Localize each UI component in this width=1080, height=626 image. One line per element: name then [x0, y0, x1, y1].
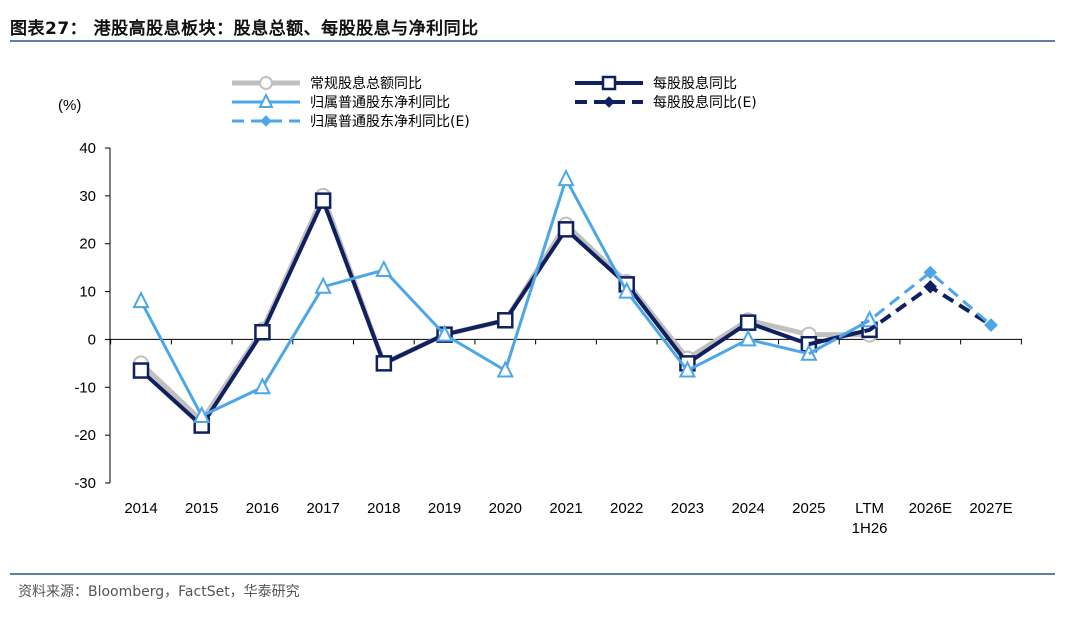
series-line — [139, 177, 871, 418]
y-tick-label: -10 — [74, 379, 96, 396]
data-point-square — [557, 221, 575, 238]
data-point-square — [254, 324, 271, 341]
data-point-triangle — [132, 290, 150, 309]
legend-label: 每股股息同比 — [653, 75, 737, 92]
legend-item-4: 归属普通股东净利同比(E) — [232, 113, 470, 130]
x-tick-label: 2020 — [489, 500, 522, 517]
y-axis: -30 -20 -10 0 10 20 30 40 — [74, 140, 111, 492]
series-line — [139, 193, 870, 424]
x-tick-label: 2026E — [909, 500, 952, 517]
x-tick-label: 2018 — [367, 500, 400, 517]
footer-divider — [10, 573, 1055, 575]
data-point-triangle — [739, 329, 757, 347]
x-tick-label: 2021 — [549, 500, 582, 517]
legend-item-0: 常规股息总额同比 — [232, 75, 422, 92]
y-tick-label: -20 — [74, 427, 96, 444]
source-note: 资料来源：Bloomberg，FactSet，华泰研究 — [18, 584, 300, 600]
legend-label: 归属普通股东净利同比 — [310, 94, 450, 111]
data-point-diamond — [260, 115, 272, 127]
x-tick-label: LTM — [855, 500, 884, 517]
series-2 — [132, 168, 879, 423]
legend-label: 每股股息同比(E) — [653, 94, 757, 111]
y-tick-label: 40 — [79, 140, 96, 157]
y-tick-label: 20 — [79, 236, 96, 253]
x-tick-label: 2015 — [185, 500, 218, 517]
x-tick-label: 2025 — [792, 500, 825, 517]
x-tick-label: 2027E — [969, 500, 1012, 517]
data-point-diamond — [984, 318, 998, 332]
data-point-circle — [259, 76, 273, 90]
series-line — [808, 284, 993, 347]
x-tick-label: 1H26 — [852, 520, 888, 537]
data-point-triangle — [314, 276, 332, 294]
y-tick-label: 10 — [79, 284, 96, 301]
figure-title: 图表27： 港股高股息板块：股息总额、每股股息与净利同比 — [10, 19, 479, 39]
y-tick-label: -30 — [74, 475, 96, 492]
legend-label: 常规股息总额同比 — [310, 75, 422, 92]
data-point-triangle — [375, 259, 393, 278]
data-point-triangle — [496, 360, 514, 378]
data-point-triangle — [557, 168, 575, 187]
x-axis: 2014 2015 2016 2017 2018 2019 2020 2021 2022 2023… — [110, 338, 1022, 537]
series-4 — [808, 265, 998, 356]
series-0 — [133, 187, 878, 429]
data-point-diamond — [923, 265, 937, 280]
legend-item-1: 每股股息同比 — [575, 75, 737, 92]
legend-item-3: 每股股息同比(E) — [575, 94, 757, 111]
data-point-triangle — [193, 405, 211, 423]
data-point-diamond — [923, 280, 937, 294]
y-axis-label: (%) — [58, 97, 81, 114]
legend-label: 归属普通股东净利同比(E) — [310, 113, 470, 130]
x-tick-label: 2019 — [428, 500, 461, 517]
x-tick-label: 2024 — [731, 500, 764, 517]
y-tick-label: 0 — [88, 331, 96, 348]
x-tick-label: 2017 — [306, 500, 339, 517]
data-point-square — [739, 314, 757, 331]
x-tick-label: 2016 — [246, 500, 279, 517]
x-tick-label: 2014 — [124, 500, 157, 517]
series-1 — [132, 192, 878, 434]
data-point-square — [497, 312, 514, 329]
x-tick-label: 2022 — [610, 500, 643, 517]
data-point-diamond — [603, 96, 615, 108]
data-point-triangle — [258, 92, 274, 108]
series-layer — [132, 168, 998, 434]
data-point-square — [601, 75, 617, 91]
data-point-triangle — [435, 324, 454, 342]
data-point-triangle — [253, 377, 272, 395]
data-point-triangle — [618, 281, 636, 299]
data-point-square — [375, 355, 393, 372]
data-point-square — [314, 192, 332, 209]
data-point-square — [132, 362, 150, 379]
x-tick-label: 2023 — [671, 500, 704, 517]
title-divider — [10, 40, 1055, 42]
legend-item-2: 归属普通股东净利同比 — [232, 92, 450, 111]
data-point-triangle — [678, 360, 697, 378]
y-tick-label: 30 — [79, 188, 96, 205]
